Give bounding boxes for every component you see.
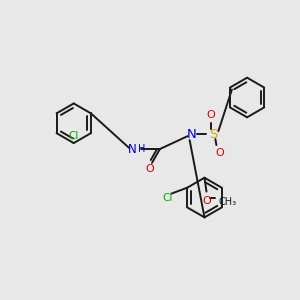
Text: N: N <box>187 128 196 141</box>
Text: Cl: Cl <box>68 131 79 141</box>
Text: O: O <box>146 164 154 174</box>
Text: O: O <box>202 196 211 206</box>
Text: O: O <box>206 110 215 120</box>
Text: N: N <box>128 142 136 155</box>
Text: S: S <box>209 128 218 141</box>
Text: Cl: Cl <box>162 193 173 202</box>
Text: O: O <box>215 148 224 158</box>
Text: CH₃: CH₃ <box>218 196 236 207</box>
Text: H: H <box>138 144 146 154</box>
